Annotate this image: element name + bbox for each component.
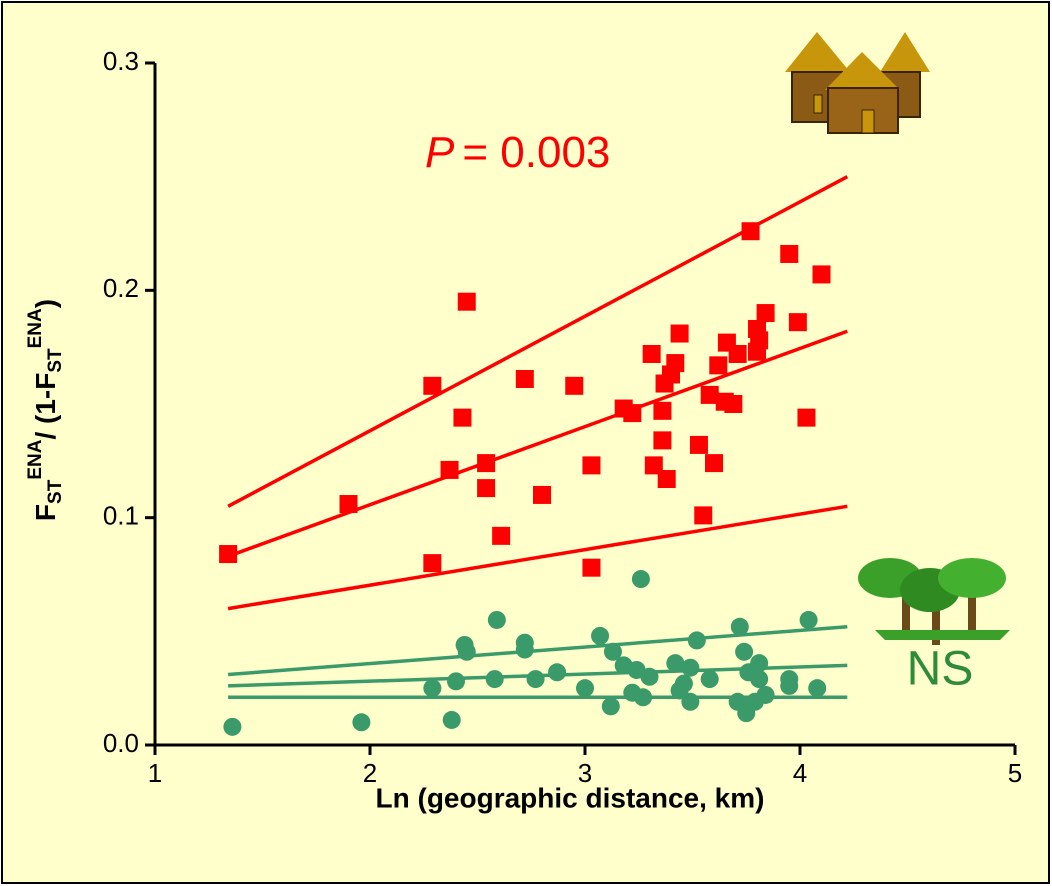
point (642, 344, 661, 363)
point (440, 460, 459, 479)
point (582, 558, 601, 577)
point (582, 456, 601, 475)
point (812, 265, 831, 284)
point (453, 408, 472, 427)
point (477, 454, 496, 473)
point (750, 654, 769, 673)
point (674, 674, 693, 693)
point (750, 331, 769, 350)
point (681, 658, 700, 677)
y-tick-label: 0.1 (103, 501, 139, 531)
point (485, 670, 504, 689)
x-tick-label: 3 (578, 758, 592, 788)
fit-line (227, 504, 848, 611)
point (565, 376, 584, 395)
point (694, 506, 713, 525)
point (623, 404, 642, 423)
point (487, 610, 506, 629)
fit-line (227, 329, 848, 558)
point (601, 697, 620, 716)
point (423, 679, 442, 698)
point (548, 663, 567, 682)
point (653, 431, 672, 450)
point (352, 713, 371, 732)
y-tick-label: 0.0 (103, 728, 139, 758)
y-label-part: ENA (25, 308, 46, 348)
point (423, 554, 442, 573)
point (442, 710, 461, 729)
x-tick-label: 5 (1008, 758, 1022, 788)
point (515, 369, 534, 388)
y-tick-label: 0.3 (103, 46, 139, 76)
point (591, 626, 610, 645)
y-label-part: ST (45, 479, 66, 504)
y-axis-label: FSTENA/ (1-FSTENA) (25, 299, 66, 521)
point (728, 344, 747, 363)
point (634, 688, 653, 707)
point (735, 642, 754, 661)
point (603, 642, 622, 661)
point (799, 610, 818, 629)
point (631, 570, 650, 589)
point (666, 354, 685, 373)
point (780, 244, 799, 263)
point (423, 376, 442, 395)
village-icon (785, 32, 930, 134)
point (457, 292, 476, 311)
point (533, 485, 551, 504)
point (670, 324, 689, 343)
point (709, 356, 728, 375)
point (644, 456, 663, 475)
point (780, 676, 799, 695)
point (788, 313, 807, 332)
point (797, 408, 816, 427)
point (700, 385, 719, 404)
p-value-text: = 0.003 (462, 128, 610, 177)
x-tick-label: 4 (793, 758, 807, 788)
point (219, 545, 238, 564)
forest-icon (858, 558, 1010, 645)
ns-label: NS (907, 643, 974, 696)
point (700, 670, 719, 689)
point (640, 667, 659, 686)
point (756, 685, 775, 704)
p-value-symbol: P (425, 128, 455, 177)
point (666, 654, 685, 673)
point (576, 679, 594, 698)
point (730, 617, 749, 636)
point (689, 435, 708, 454)
point (756, 304, 775, 323)
point (515, 640, 534, 659)
point (741, 222, 760, 241)
y-label-part: ENA (25, 439, 46, 479)
point (477, 479, 496, 498)
fit-line (227, 625, 848, 677)
y-label-part: ) (30, 299, 61, 308)
p-value: P = 0.003 (425, 128, 610, 177)
y-label-part: ST (45, 348, 66, 373)
point (705, 454, 723, 473)
y-label-part: F (30, 504, 61, 521)
point (526, 670, 545, 689)
point (808, 679, 827, 698)
point (223, 717, 242, 736)
point (457, 642, 476, 661)
point (687, 631, 706, 650)
point (657, 470, 676, 489)
point (653, 401, 672, 420)
point (492, 526, 511, 545)
x-tick-label: 2 (363, 758, 377, 788)
point (750, 670, 769, 689)
y-label-part: / (1-F (30, 373, 61, 440)
point (681, 692, 700, 711)
y-tick-label: 0.2 (103, 273, 139, 303)
point (724, 395, 743, 413)
x-axis-label: Ln (geographic distance, km) (376, 782, 765, 813)
point (447, 672, 465, 691)
x-tick-label: 1 (148, 758, 162, 788)
point (339, 495, 358, 514)
